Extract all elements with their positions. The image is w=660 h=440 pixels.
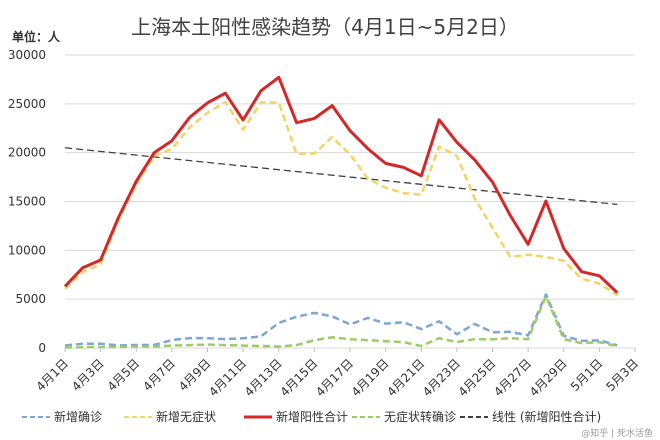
legend: 新增确诊 新增无症状 新增阳性合计 无症状转确诊 线性 (新增阳性合计) xyxy=(22,409,601,424)
x-tick-label: 4月25日 xyxy=(456,356,499,399)
x-tick-label: 4月3日 xyxy=(69,356,107,394)
series-line xyxy=(64,293,618,347)
series-lines xyxy=(63,75,619,349)
legend-label: 新增确诊 xyxy=(54,409,102,424)
y-tick-label: 30000 xyxy=(8,48,46,62)
x-tick-label: 4月17日 xyxy=(313,356,356,399)
legend-label: 新增无症状 xyxy=(156,409,216,424)
x-axis: 4月1日4月3日4月5日4月7日4月9日4月11日4月13日4月15日4月17日… xyxy=(33,348,641,399)
y-tick-label: 20000 xyxy=(8,146,46,160)
x-tick-label: 4月29日 xyxy=(527,356,570,399)
x-tick-label: 4月13日 xyxy=(242,356,285,399)
y-axis-ticks: 0 5000 10000 15000 20000 25000 30000 xyxy=(8,48,46,355)
series-line xyxy=(64,100,618,297)
x-tick-label: 4月7日 xyxy=(140,356,178,394)
legend-label: 无症状转确诊 xyxy=(384,409,456,424)
series-line xyxy=(63,75,619,294)
x-tick-label: 4月11日 xyxy=(206,356,249,399)
watermark: @知乎 | 死水活鱼 xyxy=(581,427,653,439)
series-line xyxy=(64,294,618,349)
y-tick-label: 0 xyxy=(38,341,46,355)
x-tick-label: 4月27日 xyxy=(491,356,534,399)
legend-label: 线性 (新增阳性合计) xyxy=(492,409,601,424)
x-tick-label: 5月1日 xyxy=(568,356,606,394)
chart-title: 上海本土阳性感染趋势（4月1日~5月2日） xyxy=(131,15,519,39)
unit-label: 单位：人 xyxy=(12,29,61,44)
legend-label: 新增阳性合计 xyxy=(276,409,348,424)
x-tick-label: 4月15日 xyxy=(277,356,320,399)
x-tick-label: 4月23日 xyxy=(420,356,463,399)
x-tick-label: 4月1日 xyxy=(33,356,71,394)
x-tick-label: 4月5日 xyxy=(105,356,143,394)
x-tick-label: 5月3日 xyxy=(603,356,641,394)
y-tick-label: 10000 xyxy=(8,243,46,257)
y-tick-label: 5000 xyxy=(15,292,46,306)
y-tick-label: 15000 xyxy=(8,195,46,209)
trend-line xyxy=(64,147,618,206)
x-tick-label: 4月19日 xyxy=(349,356,392,399)
y-tick-label: 25000 xyxy=(8,97,46,111)
x-tick-label: 4月21日 xyxy=(384,356,427,399)
